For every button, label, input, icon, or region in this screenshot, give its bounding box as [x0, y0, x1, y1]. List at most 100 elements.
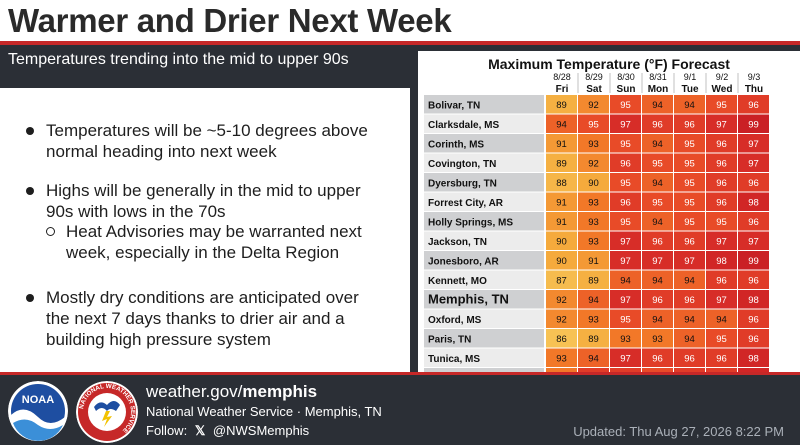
city-label: Kennett, MO — [428, 276, 487, 287]
temperature-cell — [642, 329, 673, 348]
temperature-value: 96 — [716, 197, 727, 208]
temperature-cell — [578, 173, 609, 192]
city-cell — [424, 212, 544, 231]
noaa-logo-text: NOAA — [22, 394, 54, 406]
temperature-value: 98 — [748, 353, 759, 364]
temperature-value: 98 — [716, 256, 727, 267]
page-subtitle: Temperatures trending into the mid to up… — [8, 51, 349, 68]
temperature-cell — [610, 114, 641, 133]
city-cell — [424, 173, 544, 192]
temperature-cell — [738, 212, 769, 231]
temperature-cell — [706, 309, 737, 328]
temperature-value: 92 — [556, 295, 567, 306]
temperature-cell — [546, 192, 577, 211]
temperature-value: 91 — [588, 256, 599, 267]
temperature-value: 96 — [716, 353, 727, 364]
temperature-value: 97 — [748, 236, 759, 247]
updated-timestamp: Updated: Thu Aug 27, 2026 8:22 PM — [573, 424, 784, 439]
temperature-value: 89 — [556, 158, 567, 169]
temperature-cell — [546, 153, 577, 172]
temperature-value: 96 — [652, 119, 663, 130]
temperature-cell — [610, 348, 641, 367]
temperature-value: 94 — [716, 314, 727, 325]
temperature-value: 95 — [684, 178, 695, 189]
temperature-cell — [738, 251, 769, 270]
temperature-value: 89 — [588, 334, 599, 345]
ring-bullet-icon — [46, 227, 55, 236]
social-handle[interactable]: @NWSMemphis — [212, 423, 310, 438]
temperature-value: 95 — [588, 119, 599, 130]
temperature-cell — [738, 153, 769, 172]
temperature-value: 93 — [588, 217, 599, 228]
temperature-cell — [674, 134, 705, 153]
temperature-cell — [546, 114, 577, 133]
temperature-cell — [706, 348, 737, 367]
temperature-cell — [706, 134, 737, 153]
city-label: Forrest City, AR — [428, 198, 504, 209]
temperature-value: 96 — [748, 178, 759, 189]
temperature-cell — [546, 251, 577, 270]
temperature-cell — [642, 95, 673, 114]
temperature-cell — [642, 173, 673, 192]
temperature-value: 95 — [716, 100, 727, 111]
temperature-value: 94 — [652, 217, 663, 228]
nws-logo: NATIONAL WEATHER SERVICE — [76, 381, 138, 443]
website-link[interactable]: weather.gov/memphis — [146, 382, 318, 401]
temperature-cell — [546, 134, 577, 153]
temperature-cell — [642, 153, 673, 172]
temperature-cell — [578, 231, 609, 250]
temperature-cell — [546, 212, 577, 231]
temperature-value: 92 — [556, 314, 567, 325]
temperature-value: 96 — [684, 236, 695, 247]
x-social-icon[interactable]: 𝕏 — [194, 423, 206, 438]
temperature-value: 89 — [588, 275, 599, 286]
temperature-cell — [610, 270, 641, 289]
temperature-value: 97 — [652, 256, 663, 267]
column-day-label: Sat — [586, 84, 602, 95]
temperature-cell — [642, 212, 673, 231]
temperature-value: 93 — [652, 334, 663, 345]
temperature-value: 93 — [588, 236, 599, 247]
temperature-cell — [578, 153, 609, 172]
temperature-value: 95 — [652, 197, 663, 208]
temperature-value: 90 — [556, 236, 567, 247]
temperature-value: 90 — [556, 256, 567, 267]
column-day-label: Mon — [648, 84, 669, 95]
temperature-value: 93 — [620, 334, 631, 345]
city-label: Paris, TN — [428, 334, 471, 345]
city-label: Clarksdale, MS — [428, 120, 499, 131]
temperature-cell — [674, 114, 705, 133]
sub-bullet-text: Heat Advisories may be warranted next we… — [66, 222, 362, 262]
bullet-panel — [0, 88, 410, 372]
temperature-value: 88 — [556, 178, 567, 189]
temperature-cell — [706, 290, 737, 309]
city-cell — [424, 329, 544, 348]
temperature-value: 95 — [684, 158, 695, 169]
bullet-dot-icon — [26, 294, 34, 302]
column-date-label: 8/28 — [553, 72, 571, 82]
temperature-cell — [546, 231, 577, 250]
temperature-cell — [578, 114, 609, 133]
temperature-value: 91 — [556, 197, 567, 208]
temperature-cell — [642, 251, 673, 270]
temperature-value: 96 — [620, 158, 631, 169]
temperature-cell — [642, 348, 673, 367]
temperature-cell — [610, 251, 641, 270]
temperature-cell — [546, 270, 577, 289]
temperature-value: 99 — [748, 119, 759, 130]
temperature-cell — [546, 95, 577, 114]
temperature-value: 98 — [748, 295, 759, 306]
temperature-value: 86 — [556, 334, 567, 345]
bullet-text: Highs will be generally in the mid to up… — [46, 181, 361, 221]
bullet-item: Mostly dry conditions are anticipated ov… — [26, 287, 386, 350]
temperature-value: 97 — [620, 295, 631, 306]
city-cell — [424, 114, 544, 133]
temperature-value: 95 — [684, 139, 695, 150]
temperature-cell — [738, 173, 769, 192]
temperature-cell — [610, 173, 641, 192]
temperature-cell — [674, 329, 705, 348]
temperature-value: 95 — [620, 217, 631, 228]
temperature-cell — [642, 192, 673, 211]
temperature-value: 96 — [684, 119, 695, 130]
temperature-cell — [674, 212, 705, 231]
